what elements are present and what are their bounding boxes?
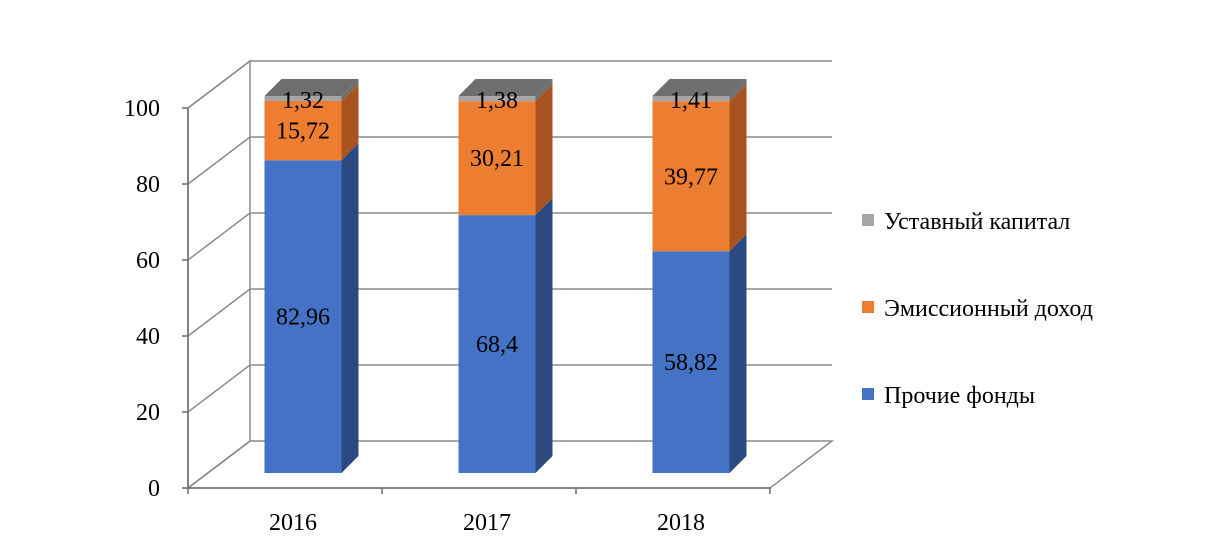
bar-top xyxy=(652,79,747,96)
y-tick-label: 80 xyxy=(136,172,160,198)
gridline-diagonal xyxy=(187,136,251,185)
y-tick-label: 100 xyxy=(124,96,160,122)
data-label: 30,21 xyxy=(470,146,524,172)
legend-label: Уставный капитал xyxy=(884,209,1070,235)
bar-segment xyxy=(264,100,342,161)
legend-swatch xyxy=(862,214,874,226)
y-tick-label: 0 xyxy=(148,476,160,502)
x-tick-label: 2016 xyxy=(269,510,317,536)
bar-segment-side xyxy=(341,143,359,474)
x-axis-ticks: 2016 2017 2018 xyxy=(269,510,705,536)
data-label: 1,32 xyxy=(282,88,324,114)
bar-segment xyxy=(652,251,730,473)
bar-top xyxy=(264,79,359,96)
gridline-diagonal xyxy=(187,212,251,261)
data-label: 68,4 xyxy=(476,332,518,358)
bar-segment xyxy=(652,101,730,252)
bar-segment-side xyxy=(535,79,553,102)
legend-label: Эмиссионный доход xyxy=(884,296,1093,322)
y-tick-label: 60 xyxy=(136,248,160,274)
bar-segment xyxy=(458,96,536,102)
bar-segment-side xyxy=(535,84,553,216)
y-tick-label: 40 xyxy=(136,324,160,350)
bar-segment xyxy=(264,96,342,101)
bar-segment-side xyxy=(341,79,359,101)
data-label: 82,96 xyxy=(276,305,330,331)
axes xyxy=(182,107,771,494)
gridline-diagonal xyxy=(187,288,251,337)
gridline-diagonal xyxy=(187,60,251,109)
bar-segment xyxy=(458,215,536,473)
bars xyxy=(264,79,747,474)
legend-swatch xyxy=(862,388,874,400)
bar-segment xyxy=(652,96,730,102)
bar-segment-side xyxy=(535,198,553,473)
bar-segment-side xyxy=(729,234,747,473)
legend-swatch xyxy=(862,301,874,313)
data-label: 1,38 xyxy=(476,88,518,114)
bar-segment xyxy=(264,160,342,474)
x-tick-label: 2018 xyxy=(657,510,705,536)
gridline-diagonal xyxy=(187,364,251,413)
data-label: 58,82 xyxy=(664,350,718,376)
legend-label: Прочие фонды xyxy=(884,383,1035,409)
data-labels: 82,96 15,72 1,32 68,4 30,21 1,38 58,82 39,77 1,4… xyxy=(276,88,718,376)
data-label: 15,72 xyxy=(276,119,330,145)
bar-segment-side xyxy=(729,79,747,102)
x-tick-label: 2017 xyxy=(463,510,511,536)
chart-side-wall xyxy=(187,59,251,490)
bar-segment xyxy=(458,101,536,216)
bar-segment-side xyxy=(729,84,747,252)
bar-top xyxy=(458,79,553,97)
y-axis-ticks: 0 20 40 60 80 100 xyxy=(124,96,160,502)
legend: Уставный капитал Эмиссионный доход Прочие … xyxy=(862,209,1093,409)
y-tick-label: 20 xyxy=(136,400,160,426)
data-label: 1,41 xyxy=(670,88,712,114)
gridline-diagonal xyxy=(187,440,251,489)
bar-segment-side xyxy=(341,83,359,161)
data-label: 39,77 xyxy=(664,164,718,190)
